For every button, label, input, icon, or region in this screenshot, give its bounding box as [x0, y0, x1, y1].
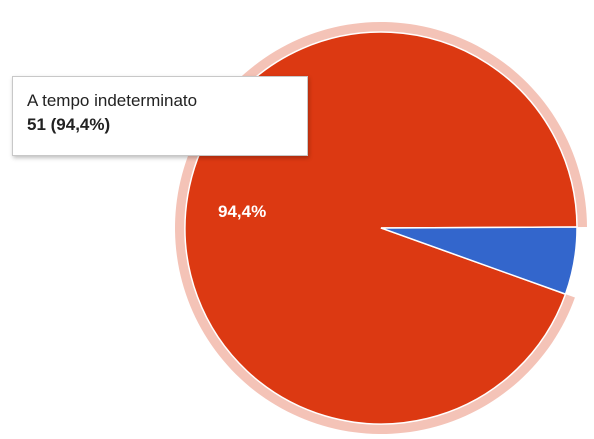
tooltip-value: 51 (94,4%) — [27, 115, 111, 134]
slice-other[interactable] — [380, 226, 578, 296]
tooltip-title: A tempo indeterminato — [27, 91, 198, 110]
chart-tooltip: A tempo indeterminato 51 (94,4%) — [12, 76, 308, 156]
slice-label-a-tempo-indeterminato: 94,4% — [218, 202, 266, 221]
